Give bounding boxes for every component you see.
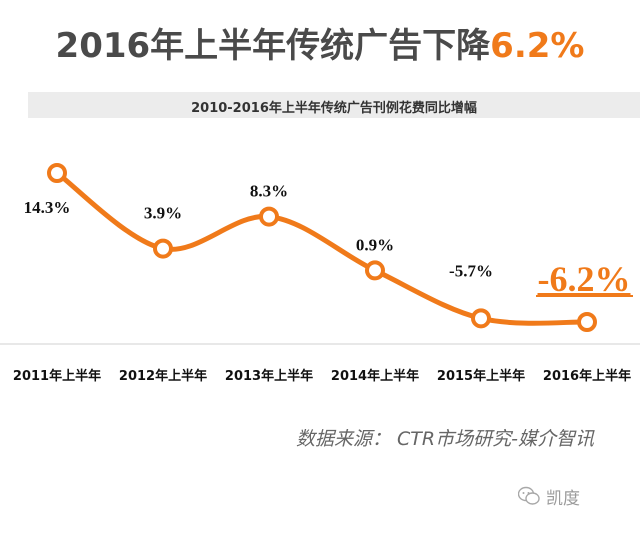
x-tick-label: 2014年上半年	[331, 368, 419, 384]
data-point	[577, 312, 597, 332]
value-label: 0.9%	[356, 235, 394, 254]
data-point	[153, 238, 173, 259]
data-source: 数据来源： CTR市场研究-媒介智讯	[296, 428, 594, 450]
value-label: 3.9%	[144, 204, 182, 223]
value-label: -5.7%	[449, 261, 493, 280]
x-tick-label: 2016年上半年	[543, 368, 631, 384]
series-line	[54, 170, 590, 326]
data-point	[471, 308, 491, 329]
data-point	[47, 163, 67, 183]
wechat-icon	[518, 486, 540, 505]
x-tick-label: 2011年上半年	[13, 368, 101, 384]
value-label: 8.3%	[250, 182, 288, 201]
x-tick-label: 2012年上半年	[119, 368, 207, 384]
watermark: 凯度	[546, 489, 580, 509]
chart-subtitle: 2010-2016年上半年传统广告刊例花费同比增幅	[191, 101, 477, 116]
data-point	[259, 206, 279, 227]
title-main: 2016年上半年传统广告下降	[55, 26, 491, 66]
subtitle-band	[28, 92, 640, 118]
value-label: -6.2%	[538, 259, 631, 299]
title-highlight: 6.2%	[490, 26, 585, 66]
page-title: 2016年上半年传统广告下降6.2%	[0, 18, 640, 67]
x-tick-label: 2013年上半年	[225, 368, 313, 384]
x-tick-label: 2015年上半年	[437, 368, 525, 384]
data-point	[365, 260, 385, 281]
value-label: 14.3%	[24, 198, 71, 217]
